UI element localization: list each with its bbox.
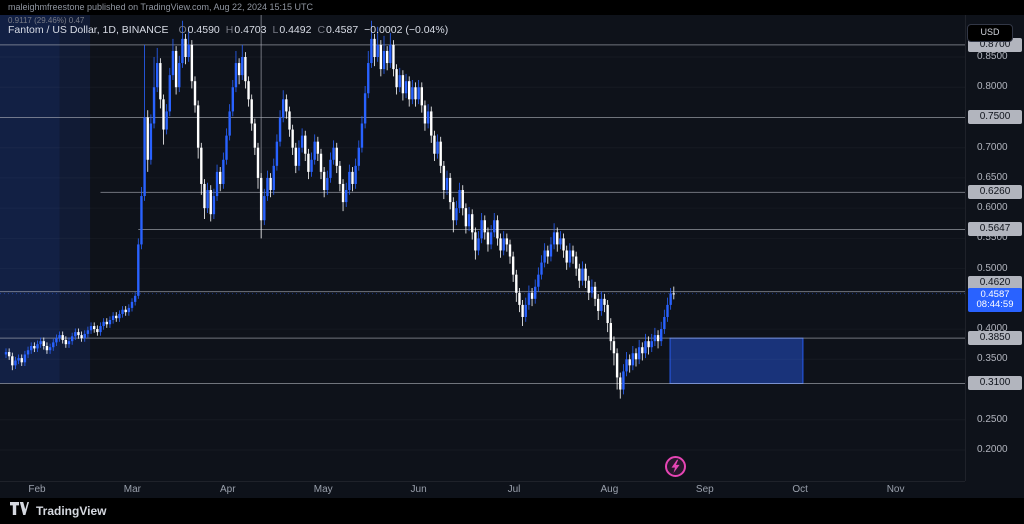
currency-toggle-usd[interactable]: USD xyxy=(967,24,1013,42)
month-label: Aug xyxy=(600,484,619,495)
current-price-badge: 0.4587 08:44:59 xyxy=(968,287,1022,312)
price-tick: 0.8000 xyxy=(977,81,1008,93)
ohlc-close-value: 0.4587 xyxy=(326,24,359,36)
month-label: Apr xyxy=(220,484,236,495)
ohlc-change-value: −0.0002 (−0.04%) xyxy=(364,24,449,36)
price-level-badge: 0.7500 xyxy=(968,110,1022,125)
ohlc-open-value: 0.4590 xyxy=(187,24,220,36)
ohlc-open-label: O xyxy=(178,24,187,36)
ohlc-high-label: H xyxy=(225,24,234,36)
month-label: Oct xyxy=(792,484,808,495)
price-tick: 0.2000 xyxy=(977,443,1008,455)
price-tick: 0.3500 xyxy=(977,353,1008,365)
ohlc-high-value: 0.4703 xyxy=(234,24,267,36)
price-tick: 0.2500 xyxy=(977,413,1008,425)
price-level-badge: 0.3850 xyxy=(968,331,1022,346)
month-label: Sep xyxy=(695,484,714,495)
price-tick: 0.6000 xyxy=(977,202,1008,214)
month-label: Nov xyxy=(886,484,905,495)
price-tick: 0.5500 xyxy=(977,232,1008,244)
bar-close-countdown: 08:44:59 xyxy=(976,298,1014,310)
price-tick: 0.6500 xyxy=(977,171,1008,183)
price-tick: 0.8500 xyxy=(977,51,1008,62)
ohlc-low-value: 0.4492 xyxy=(279,24,312,36)
month-label: Feb xyxy=(28,484,46,495)
price-axis[interactable]: 0.8500 0.8000 0.7000 0.6500 0.6000 0.5500 0.50… xyxy=(965,0,1024,481)
price-tick: 0.7000 xyxy=(977,141,1008,153)
month-label: Jul xyxy=(507,484,521,495)
chart-legend: Fantom / US Dollar, 1D, BINANCE O0.4590 H0… xyxy=(8,24,448,36)
ohlc-low-label: L xyxy=(272,24,279,36)
symbol-title[interactable]: Fantom / US Dollar, 1D, BINANCE xyxy=(8,24,169,36)
price-level-badge: 0.5647 xyxy=(968,222,1022,237)
price-tick: 0.5000 xyxy=(977,262,1008,274)
footer-bar: TradingView xyxy=(0,498,1024,524)
flash-replay-icon[interactable] xyxy=(664,455,687,478)
month-label: Jun xyxy=(410,484,427,495)
publish-info-bar: maleighmfreestone published on TradingVi… xyxy=(0,0,1024,15)
tradingview-brand-text[interactable]: TradingView xyxy=(36,504,107,518)
month-label: May xyxy=(313,484,333,495)
publish-info-text: maleighmfreestone published on TradingVi… xyxy=(8,2,314,12)
ohlc-close-label: C xyxy=(317,24,326,36)
time-axis[interactable]: Feb Mar Apr May Jun Jul Aug Sep Oct Nov xyxy=(0,481,965,499)
candlestick-chart[interactable] xyxy=(0,0,965,481)
price-level-badge: 0.3100 xyxy=(968,376,1022,391)
price-level-badge: 0.4620 xyxy=(968,275,1022,290)
current-price-value: 0.4587 xyxy=(980,288,1010,300)
month-label: Mar xyxy=(123,484,142,495)
drawing-range-label: 0.9117 (29.46%) 0.47 xyxy=(8,16,85,25)
price-tick: 0.4000 xyxy=(977,323,1008,335)
tradingview-logo-icon[interactable] xyxy=(10,502,29,520)
price-level-badge: 0.6260 xyxy=(968,185,1022,200)
